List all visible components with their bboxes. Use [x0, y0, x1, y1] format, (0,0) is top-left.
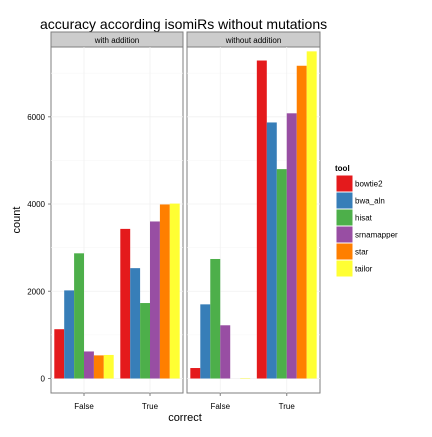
x-tick-label: True: [279, 402, 296, 411]
legend-label: bowtie2: [355, 180, 383, 189]
bar: [160, 204, 170, 378]
bar: [210, 259, 220, 379]
bar: [297, 66, 307, 379]
legend-key: [337, 193, 353, 209]
bar: [287, 113, 297, 378]
x-tick-label: False: [74, 402, 94, 411]
x-tick-label: False: [210, 402, 230, 411]
bar: [220, 325, 230, 378]
bar: [130, 268, 140, 378]
x-axis-label: correct: [168, 412, 202, 424]
bar: [257, 61, 267, 379]
facet-strip-label: without addition: [225, 36, 282, 45]
bar: [170, 204, 180, 379]
bar: [200, 304, 210, 378]
legend-key: [337, 210, 353, 226]
bar: [54, 329, 64, 378]
legend-key: [337, 227, 353, 243]
y-tick-label: 2000: [27, 287, 45, 296]
bar: [307, 51, 317, 378]
bar: [74, 253, 84, 378]
bar: [64, 290, 74, 378]
bar: [120, 229, 130, 379]
legend-key: [337, 261, 353, 277]
y-axis-label: count: [11, 207, 23, 234]
bar: [84, 351, 94, 378]
bar: [190, 368, 200, 378]
bar: [94, 355, 104, 378]
chart-title: accuracy according isomiRs without mutat…: [40, 16, 327, 32]
bar: [150, 221, 160, 378]
legend-key: [337, 176, 353, 192]
bar: [267, 122, 277, 378]
plot-layer: with addition False True without addition Fa…: [27, 32, 398, 411]
bar: [104, 355, 114, 379]
legend-label: bwa_aln: [355, 197, 385, 206]
y-tick-label: 4000: [27, 200, 45, 209]
legend-key: [337, 244, 353, 260]
legend-title: tool: [335, 164, 350, 173]
legend-label: tailor: [355, 265, 373, 274]
bar: [277, 169, 287, 378]
facet-strip-label: with addition: [94, 36, 139, 45]
legend-label: hisat: [355, 214, 373, 223]
legend-label: star: [355, 248, 369, 257]
y-tick-label: 0: [41, 375, 46, 384]
x-tick-label: True: [142, 402, 159, 411]
legend-label: srnamapper: [355, 231, 398, 240]
bar: [140, 303, 150, 378]
y-tick-label: 6000: [27, 113, 45, 122]
